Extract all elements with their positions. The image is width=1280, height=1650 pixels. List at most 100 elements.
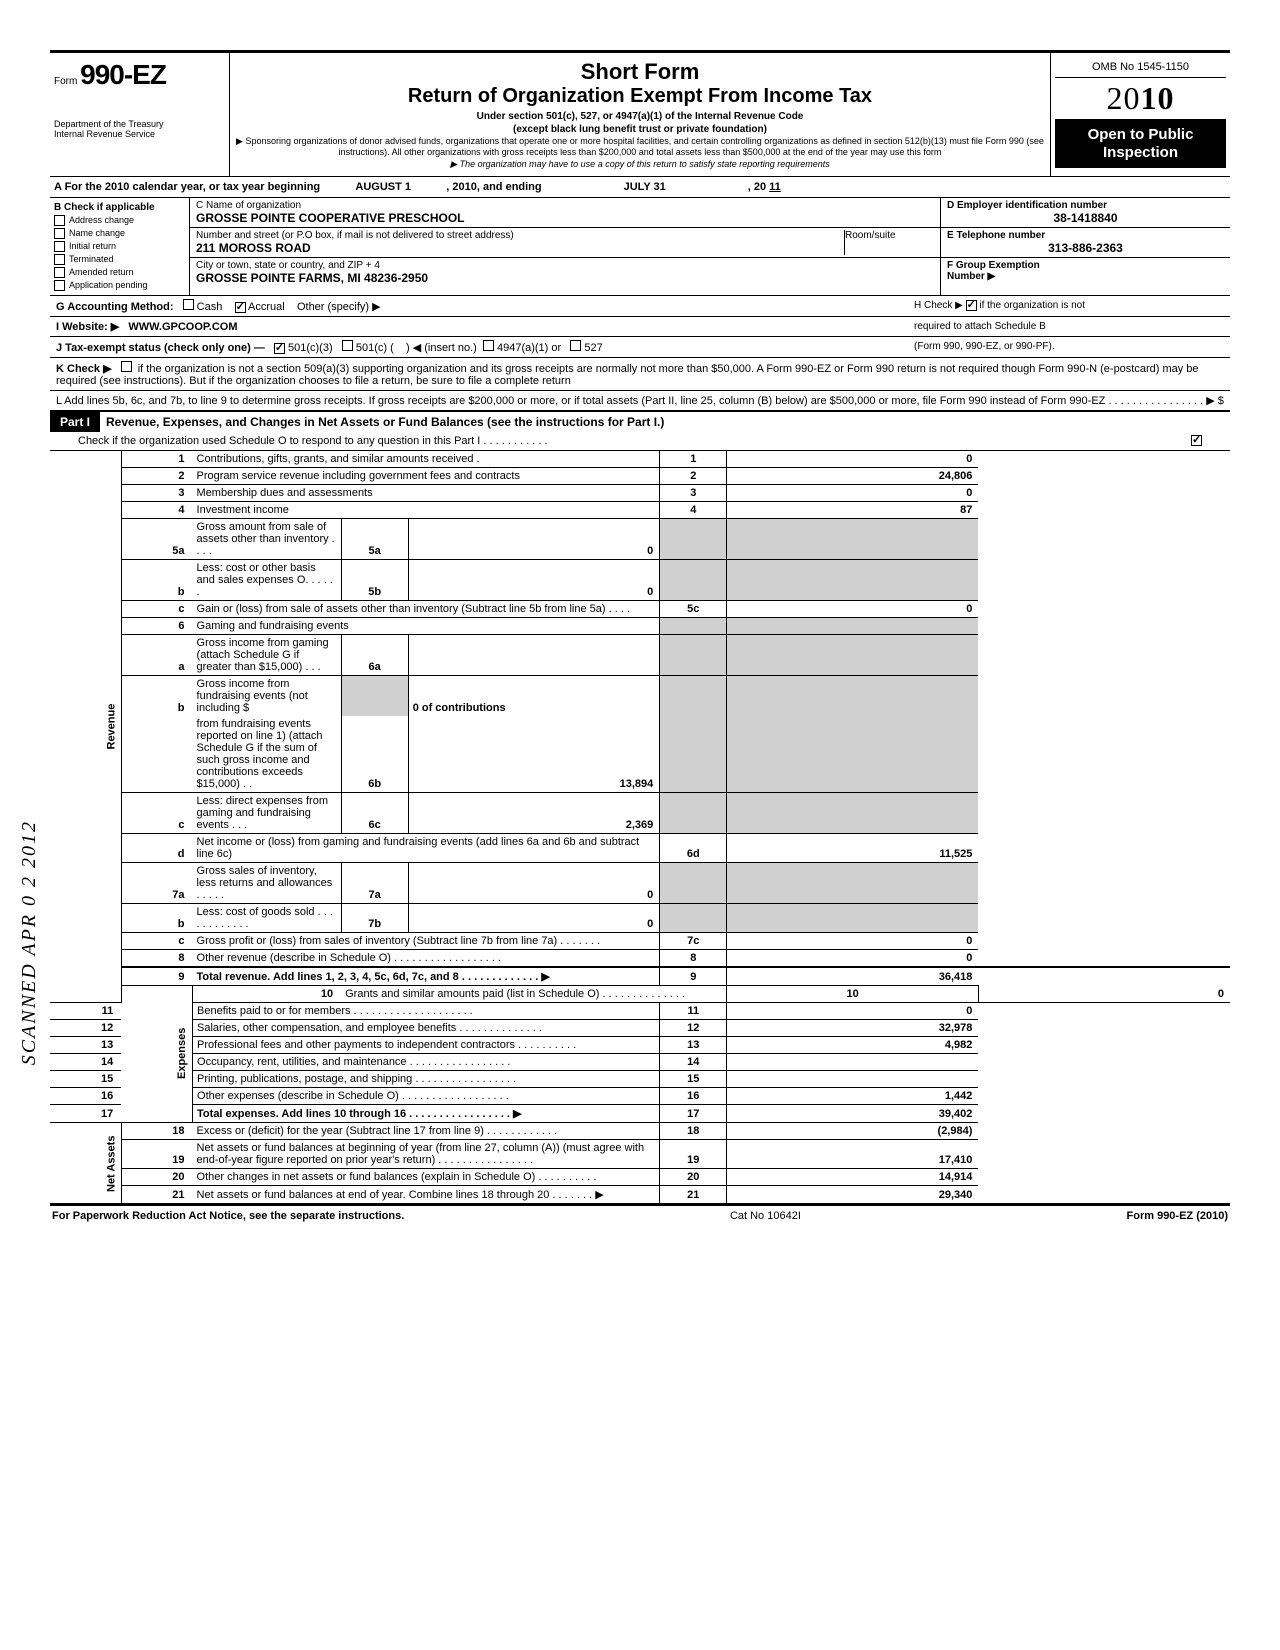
dept-treasury: Department of the Treasury [54, 119, 225, 129]
title-return: Return of Organization Exempt From Incom… [234, 85, 1046, 108]
tax-year: 2010 [1055, 78, 1226, 120]
title-short-form: Short Form [234, 59, 1046, 85]
year-outline: 20 [1107, 80, 1141, 116]
line-21: 21Net assets or fund balances at end of … [50, 1185, 1230, 1204]
part1-title: Revenue, Expenses, and Changes in Net As… [100, 412, 1230, 432]
line-6b-1: bGross income from fundraising events (n… [50, 675, 1230, 716]
secA-mid: , 2010, and ending [446, 181, 541, 193]
chk-k[interactable] [121, 361, 132, 372]
chk-part1-schedO[interactable] [1191, 435, 1202, 446]
k-text: if the organization is not a section 509… [56, 363, 1199, 387]
f-group-number: Number ▶ [947, 271, 1224, 282]
secA-yr: 11 [769, 181, 781, 193]
line-18: Net Assets 18Excess or (deficit) for the… [50, 1122, 1230, 1139]
footer-mid: Cat No 10642I [730, 1210, 801, 1222]
line-17: 17Total expenses. Add lines 10 through 1… [50, 1104, 1230, 1122]
line-5a: 5aGross amount from sale of assets other… [50, 518, 1230, 559]
public-inspection-badge: Open to Public Inspection [1055, 120, 1226, 168]
form-number: 990-EZ [80, 59, 166, 90]
form-id-block: Form 990-EZ Department of the Treasury I… [50, 53, 230, 176]
row-g-h: G Accounting Method: Cash Accrual Other … [50, 296, 1230, 317]
line-16: 16Other expenses (describe in Schedule O… [50, 1087, 1230, 1104]
section-a: A For the 2010 calendar year, or tax yea… [50, 177, 1230, 198]
form-prefix: Form [54, 76, 77, 87]
line-10: Expenses 10Grants and similar amounts pa… [50, 985, 1230, 1002]
c-name-label: C Name of organization [196, 200, 934, 211]
b-title: B Check if applicable [54, 202, 185, 213]
part1-header: Part I Revenue, Expenses, and Changes in… [50, 412, 1230, 432]
section-c: C Name of organization GROSSE POINTE COO… [190, 198, 940, 295]
c-city-label: City or town, state or country, and ZIP … [196, 260, 934, 271]
line-6d: dNet income or (loss) from gaming and fu… [50, 833, 1230, 862]
line-1: Revenue 1Contributions, gifts, grants, a… [50, 451, 1230, 468]
chk-527[interactable] [570, 340, 581, 351]
chk-terminated[interactable]: Terminated [54, 254, 185, 265]
chk-4947[interactable] [483, 340, 494, 351]
section-b: B Check if applicable Address change Nam… [50, 198, 190, 295]
form-990ez: Form 990-EZ Department of the Treasury I… [50, 50, 1230, 1226]
top-header: Form 990-EZ Department of the Treasury I… [50, 50, 1230, 177]
subtitle-4: ▶ The organization may have to use a cop… [234, 159, 1046, 170]
part1-check-text: Check if the organization used Schedule … [78, 435, 548, 447]
line-6: 6Gaming and fundraising events [50, 617, 1230, 634]
side-revenue: Revenue [50, 451, 121, 1003]
line-13: 13Professional fees and other payments t… [50, 1036, 1230, 1053]
badge-line2: Inspection [1059, 144, 1222, 162]
c-addr-label: Number and street (or P.O box, if mail i… [196, 230, 844, 241]
line-6b-2: from fundraising events reported on line… [50, 716, 1230, 793]
chk-app-pending[interactable]: Application pending [54, 280, 185, 291]
line-14: 14Occupancy, rent, utilities, and mainte… [50, 1053, 1230, 1070]
line-6a: aGross income from gaming (attach Schedu… [50, 634, 1230, 675]
line-7c: cGross profit or (loss) from sales of in… [50, 932, 1230, 949]
org-phone: 313-886-2363 [947, 241, 1224, 255]
line-9: 9Total revenue. Add lines 1, 2, 3, 4, 5c… [50, 967, 1230, 986]
chk-h[interactable] [966, 300, 977, 311]
footer-left: For Paperwork Reduction Act Notice, see … [52, 1210, 404, 1222]
k-label: K Check ▶ [56, 363, 112, 375]
secA-suffix: , 20 [748, 181, 766, 193]
side-expenses: Expenses [121, 985, 192, 1122]
line-5b: bLess: cost or other basis and sales exp… [50, 559, 1230, 600]
chk-cash[interactable] [183, 299, 194, 310]
section-h: H Check ▶ if the organization is not [914, 300, 1224, 311]
org-city: GROSSE POINTE FARMS, MI 48236-2950 [196, 271, 934, 285]
chk-501c[interactable] [342, 340, 353, 351]
line-5c: cGain or (loss) from sale of assets othe… [50, 600, 1230, 617]
line-19: 19Net assets or fund balances at beginni… [50, 1139, 1230, 1168]
chk-amended[interactable]: Amended return [54, 267, 185, 278]
omb-number: OMB No 1545-1150 [1055, 57, 1226, 78]
footer: For Paperwork Reduction Act Notice, see … [50, 1206, 1230, 1226]
chk-address-change[interactable]: Address change [54, 215, 185, 226]
part1-label: Part I [50, 412, 100, 432]
line-15: 15Printing, publications, postage, and s… [50, 1070, 1230, 1087]
dept-irs: Internal Revenue Service [54, 129, 225, 139]
chk-name-change[interactable]: Name change [54, 228, 185, 239]
line-7b: bLess: cost of goods sold . . . . . . . … [50, 903, 1230, 932]
section-def: D Employer identification number 38-1418… [940, 198, 1230, 295]
part1-table: Revenue 1Contributions, gifts, grants, a… [50, 451, 1230, 1206]
subtitle-2: (except black lung benefit trust or priv… [234, 123, 1046, 136]
top-right-block: OMB No 1545-1150 2010 Open to Public Ins… [1050, 53, 1230, 176]
line-20: 20Other changes in net assets or fund ba… [50, 1168, 1230, 1185]
j-label: J Tax-exempt status (check only one) — [56, 342, 265, 354]
l-text: L Add lines 5b, 6c, and 7b, to line 9 to… [56, 395, 1224, 407]
line-2: 2Program service revenue including gover… [50, 467, 1230, 484]
e-phone-label: E Telephone number [947, 230, 1224, 241]
chk-accrual[interactable] [235, 302, 246, 313]
chk-501c3[interactable] [274, 343, 285, 354]
year-bold: 10 [1141, 80, 1175, 116]
line-11: 11Benefits paid to or for members . . . … [50, 1002, 1230, 1019]
secA-prefix: A For the 2010 calendar year, or tax yea… [54, 181, 320, 193]
h-line2: required to attach Schedule B [914, 321, 1224, 332]
subtitle-3: ▶ Sponsoring organizations of donor advi… [234, 136, 1046, 159]
website: WWW.GPCOOP.COM [128, 321, 237, 333]
tax-year-end: JULY 31 [545, 181, 745, 193]
g-label: G Accounting Method: [56, 301, 174, 313]
subtitle-1: Under section 501(c), 527, or 4947(a)(1)… [234, 110, 1046, 123]
side-net-assets: Net Assets [50, 1122, 121, 1204]
chk-initial-return[interactable]: Initial return [54, 241, 185, 252]
line-3: 3Membership dues and assessments30 [50, 484, 1230, 501]
footer-right: Form 990-EZ (2010) [1127, 1210, 1228, 1222]
h-line3: (Form 990, 990-EZ, or 990-PF). [914, 341, 1224, 352]
d-ein-label: D Employer identification number [947, 200, 1224, 211]
